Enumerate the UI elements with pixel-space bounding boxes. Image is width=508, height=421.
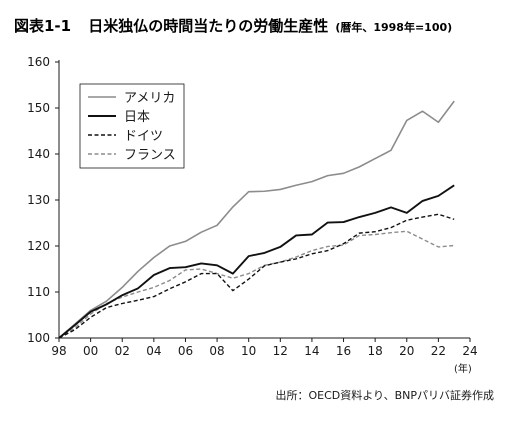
y-tick-label: 140	[27, 147, 50, 161]
x-tick-label: 98	[51, 344, 66, 358]
y-tick-label: 150	[27, 101, 50, 115]
x-axis-unit: (年)	[454, 362, 472, 375]
x-tick-label: 02	[115, 344, 130, 358]
legend-label-1: アメリカ	[124, 91, 175, 106]
y-tick-label: 160	[27, 55, 50, 69]
x-tick-label: 06	[178, 344, 193, 358]
x-tick-label: 20	[399, 344, 414, 358]
figure-title: 日米独仏の時間当たりの労働生産性	[88, 17, 328, 35]
x-tick-label: 04	[146, 344, 161, 358]
series-lines	[58, 100, 455, 339]
legend-label-2: 日本	[124, 110, 150, 125]
x-tick-label: 10	[241, 344, 256, 358]
x-tick-label: 22	[431, 344, 446, 358]
series-line-2	[58, 184, 455, 339]
x-tick-label: 08	[209, 344, 224, 358]
series-line-1	[58, 100, 455, 339]
y-tick-label: 120	[27, 239, 50, 253]
chart-title: 図表1-1 日米独仏の時間当たりの労働生産性 (暦年、1998年=100)	[14, 16, 452, 35]
legend-label-3: ドイツ	[124, 129, 163, 144]
series-line-4	[58, 230, 455, 339]
y-tick-label: 100	[27, 331, 50, 345]
x-tick-label: 14	[304, 344, 319, 358]
legend-label-4: フランス	[124, 148, 176, 163]
x-tick-label: 16	[336, 344, 351, 358]
figure-note: (暦年、1998年=100)	[335, 20, 452, 34]
x-axis-ticks: 98 00 02 04 06 08 10 12 14 16 18 20 22 24	[51, 338, 478, 358]
x-tick-label: 00	[83, 344, 98, 358]
x-tick-label: 12	[273, 344, 288, 358]
y-axis-ticks: 100 110 120 130 140 150 160	[27, 55, 59, 345]
source-note: 出所：OECD資料より、BNPパリバ証券作成	[275, 388, 494, 402]
x-tick-label: 18	[368, 344, 383, 358]
x-tick-label: 24	[462, 344, 477, 358]
figure-label: 図表1-1	[14, 17, 71, 35]
y-tick-label: 130	[27, 193, 50, 207]
y-tick-label: 110	[27, 285, 50, 299]
